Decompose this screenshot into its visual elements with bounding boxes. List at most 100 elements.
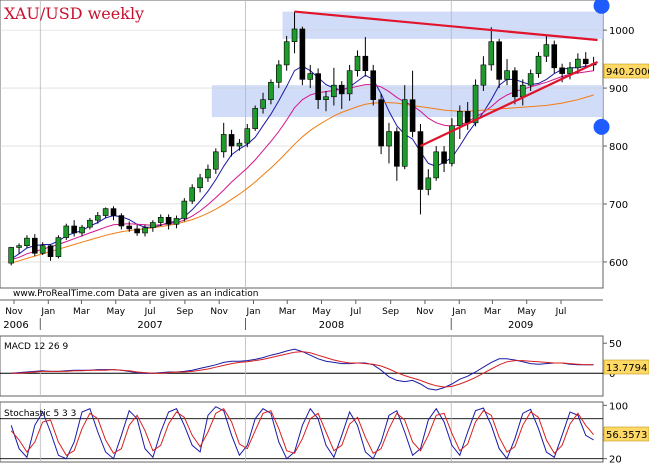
candle [362,37,369,77]
markers [593,0,610,135]
candle [441,146,447,173]
month-label: Sep [176,307,193,317]
candle [370,64,377,106]
candle [323,90,329,112]
source-note: www.ProRealTime.com Data are given as an… [13,289,258,299]
macd-tick-label: 0 [609,369,615,380]
candle [165,214,172,230]
stochastic-panel: 100 20 Stochastic 5 3 3 56.3573 [0,401,649,466]
candle [472,79,479,127]
stochastic-plot-area [0,401,604,463]
candle [338,81,345,109]
candle [150,220,156,232]
macd-series-2 [11,351,594,388]
candle [71,220,77,237]
candle [512,67,518,105]
candle [228,129,235,157]
year-label: 2009 [508,320,533,331]
candle [354,50,361,77]
macd-plot-area [0,335,604,397]
candle [236,139,243,151]
stochastic-value-label: 56.3573 [606,430,647,441]
year-label: 2006 [3,320,28,331]
chart-title: XAU/USD weekly [4,4,144,23]
month-label: Jan [451,307,466,317]
candle [417,124,424,215]
candle [307,64,314,89]
price-tick-label: 800 [609,142,628,153]
month-label: Jul [555,307,567,317]
stochastic-tick-label: 20 [609,455,622,466]
month-label: Nov [5,307,23,317]
candle [94,212,101,224]
candle [331,67,337,106]
month-label: Mar [73,307,90,317]
candle [110,206,117,221]
candle [102,207,109,218]
candle [142,224,148,237]
candle [283,35,290,71]
price-tick-label: 1000 [609,26,634,37]
candle [504,59,510,86]
price-gridlines [0,29,603,263]
macd-gridlines [0,336,603,396]
candle [394,127,400,181]
stochastic-title: Stochastic 5 3 3 [4,409,76,419]
candle [189,184,196,204]
candle [118,213,125,230]
candle [8,246,14,266]
candle [291,11,298,54]
macd-panel: 50 0 MACD 12 26 9 13.7794 [0,335,649,397]
month-label: May [106,307,125,317]
candle [252,105,258,131]
candle [299,26,306,86]
candle [315,68,321,109]
macd-title: MACD 12 26 9 [4,342,68,352]
candle [346,64,353,101]
candle [496,38,502,89]
candle [275,60,282,89]
candle [449,118,455,167]
candle [16,243,22,254]
candle [582,52,589,69]
candle [567,62,573,80]
candle [220,122,227,158]
month-label: Jul [349,307,361,317]
stochastic-gridlines [0,402,603,462]
candle [87,217,93,230]
macd-tick-label: 50 [609,339,622,350]
candle [543,35,550,63]
candle [480,56,487,91]
stochastic-lines [10,406,594,460]
candle [527,69,534,91]
stochastic-tick-label: 100 [609,401,628,412]
month-label: Sep [382,307,399,317]
candle [79,224,85,237]
month-label: Mar [484,307,501,317]
candle [409,70,416,138]
price-panel: 600 700 800 900 1000 940.2000 XAU/USD weekly… [0,0,649,299]
year-ticks: 2006 2007 2008 2009 [3,318,533,331]
time-axis: Nov Jan Mar May Jul Sep Nov Jan Mar May Jul Sep Nov J… [0,299,603,331]
candle [457,105,463,140]
candle [386,122,392,164]
price-tick-label: 600 [609,258,628,269]
candle [401,85,408,170]
candle [268,79,274,105]
moving-average-2 [11,70,594,261]
candle [181,198,188,222]
month-label: Nov [416,307,434,317]
marker-circle [593,118,610,135]
price-tick-label: 700 [609,200,628,211]
month-label: Mar [279,307,296,317]
resistance-trendline [294,10,598,42]
candle [488,27,495,71]
candle [126,221,133,232]
stochastic-value-box [603,426,649,442]
candle [173,215,180,229]
month-label: May [517,307,536,317]
macd-value-label: 13.7794 [606,363,647,374]
month-label: Jan [40,307,55,317]
candle [47,244,54,261]
price-tick-label: 900 [609,84,628,95]
